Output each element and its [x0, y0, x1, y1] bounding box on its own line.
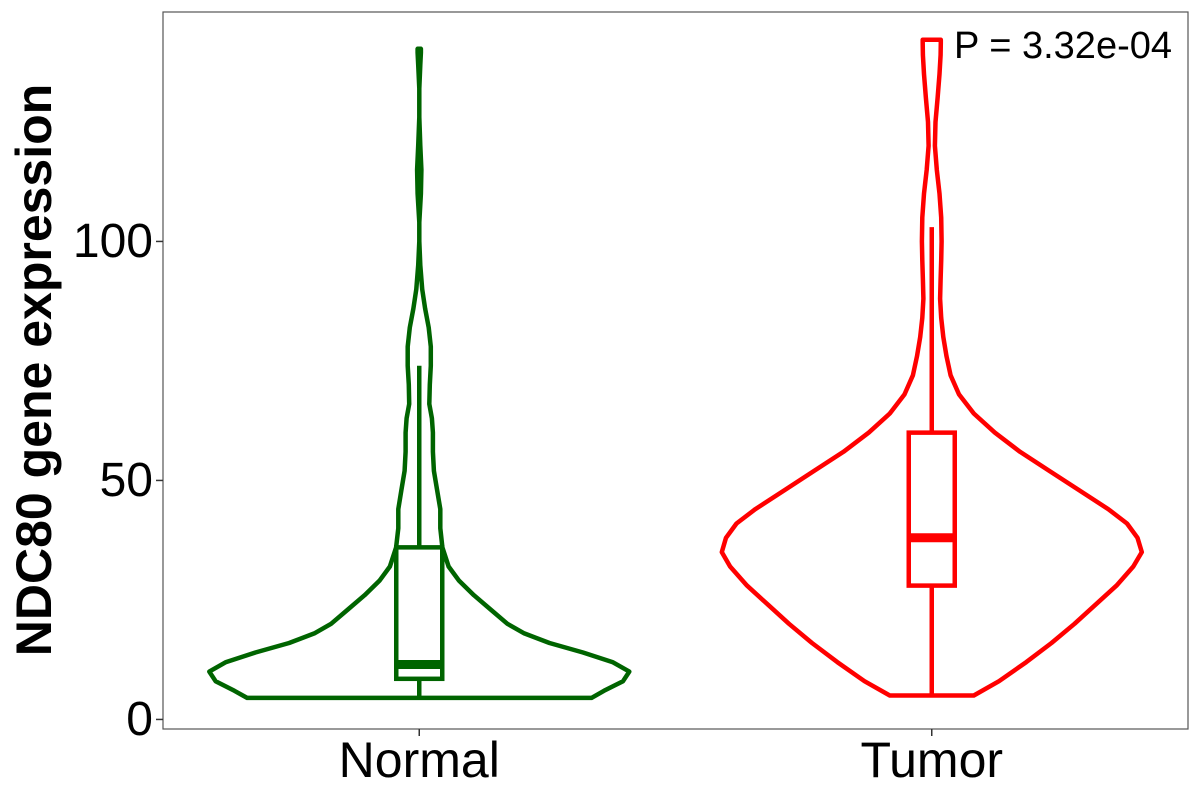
x-axis: Normal Tumor	[339, 729, 1003, 788]
x-tick-label: Normal	[339, 732, 500, 788]
boxes-layer	[394, 227, 957, 698]
y-axis: 0 50 100	[73, 215, 163, 746]
x-tick-label: Tumor	[860, 732, 1003, 788]
violin-tumor	[719, 37, 1145, 698]
box-tumor	[906, 430, 957, 588]
y-tick-label: 0	[126, 693, 153, 746]
p-value-annotation: P = 3.32e-04	[954, 25, 1172, 67]
box-normal	[394, 545, 445, 682]
y-tick-label: 100	[73, 215, 153, 268]
y-tick-label: 50	[100, 454, 153, 507]
plot-panel	[162, 11, 1189, 730]
y-axis-label: NDC80 gene expression	[6, 84, 62, 656]
